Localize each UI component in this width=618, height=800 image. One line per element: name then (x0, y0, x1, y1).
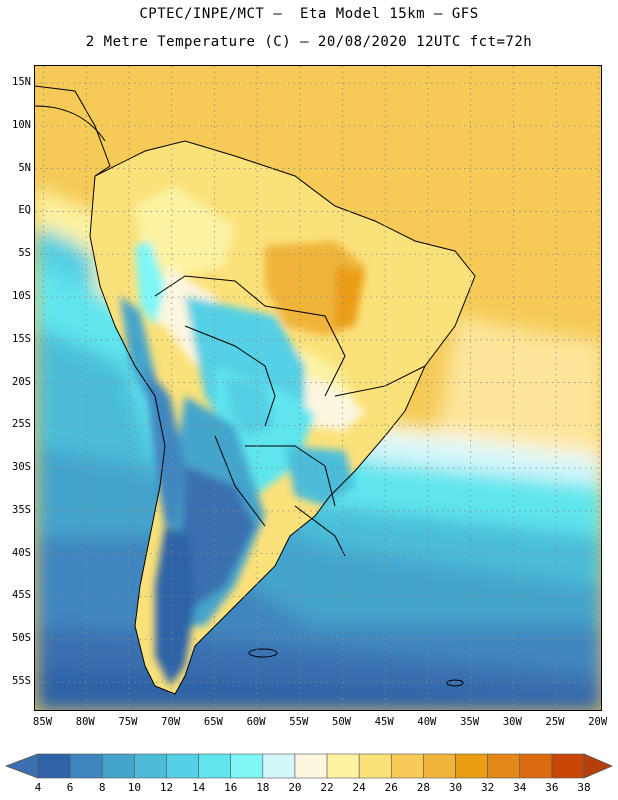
colorbar-swatch (455, 753, 488, 779)
lat-tick-label: 10N (12, 118, 31, 131)
colorbar-arrow-high (583, 753, 614, 779)
colorbar-swatch (294, 753, 328, 779)
colorbar-swatch (230, 753, 264, 779)
lon-tick-label: 65W (203, 716, 223, 728)
colorbar-tick-label: 28 (416, 781, 431, 794)
colorbar-swatch (326, 753, 360, 779)
coastline-border (35, 105, 106, 142)
colorbar-swatch (134, 753, 167, 779)
lat-tick-label: 40S (12, 546, 31, 559)
lat-tick-label: 30S (12, 461, 31, 474)
colorbar-swatch (262, 753, 296, 779)
colorbar (4, 753, 614, 779)
lon-tick-label: 80W (75, 716, 95, 728)
coastline-border (89, 140, 476, 695)
coastline-border (245, 445, 336, 507)
lat-tick-label: 15S (12, 332, 31, 345)
colorbar-swatch (101, 753, 135, 779)
coastline-border (184, 325, 276, 427)
colorbar-tick-label: 6 (66, 781, 74, 794)
lon-tick-label: 45W (374, 716, 394, 728)
lon-tick-label: 70W (161, 716, 181, 728)
title-line-1: CPTEC/INPE/MCT – Eta Model 15km – GFS (139, 6, 479, 22)
lat-tick-label: 25S (12, 418, 31, 431)
colorbar-swatch (423, 753, 456, 779)
lat-tick-label: EQ (18, 204, 31, 217)
colorbar-tick-label: 14 (191, 781, 206, 794)
colorbar-tick-label: 34 (513, 781, 527, 794)
lat-tick-label: 5N (18, 161, 31, 174)
colorbar-tick-label: 24 (352, 781, 366, 794)
lat-tick-label: 20S (12, 375, 31, 388)
lat-tick-label: 55S (12, 675, 31, 688)
lon-tick-label: 25W (545, 716, 565, 728)
colorbar-tick-label: 32 (481, 781, 495, 794)
lon-tick-label: 50W (332, 716, 351, 728)
lat-tick-label: 50S (12, 632, 31, 645)
lon-tick-label: 40W (417, 716, 437, 728)
colorbar-tick-label: 16 (224, 781, 238, 794)
lon-tick-label: 85W (33, 716, 53, 728)
coastline-border (154, 275, 266, 307)
colorbar-swatch (390, 753, 424, 779)
lat-tick-label: 35S (12, 503, 31, 516)
map-overlay (35, 66, 601, 710)
colorbar-swatch (358, 753, 392, 779)
coastline-border (35, 85, 111, 177)
lon-tick-label: 75W (118, 716, 138, 728)
colorbar-tick-label: 20 (288, 781, 302, 794)
colorbar-swatch (519, 753, 553, 779)
coastline-border (264, 305, 346, 397)
island-outline (446, 679, 464, 687)
land-temperature-field (90, 141, 475, 694)
colorbar-swatch (487, 753, 521, 779)
lat-tick-label: 15N (12, 76, 31, 89)
colorbar-tick-label: 4 (34, 781, 42, 794)
colorbar-tick-label: 26 (384, 781, 398, 794)
colorbar-arrow-low (4, 753, 39, 779)
lon-tick-label: 35W (460, 716, 480, 728)
island-outline (248, 648, 278, 658)
coastline-border (214, 435, 266, 527)
lon-tick-label: 30W (502, 716, 522, 728)
colorbar-tick-label: 12 (159, 781, 174, 794)
colorbar-tick-label: 18 (256, 781, 270, 794)
colorbar-swatch (69, 753, 103, 779)
temperature-map (35, 66, 601, 710)
colorbar-swatch (198, 753, 232, 779)
colorbar-tick-label: 10 (127, 781, 141, 794)
map-panel (34, 65, 602, 711)
colorbar-tick-label: 22 (320, 781, 334, 794)
lat-tick-label: 45S (12, 589, 31, 602)
colorbar-swatch (551, 753, 585, 779)
colorbar-tick-label: 30 (448, 781, 463, 794)
coastline-border (294, 505, 346, 557)
colorbar-swatch (37, 753, 71, 779)
lon-tick-label: 55W (289, 716, 309, 728)
lon-tick-label: 20W (588, 716, 608, 728)
colorbar-tick-label: 38 (577, 781, 591, 794)
colorbar-swatch (166, 753, 199, 779)
colorbar-tick-label: 8 (98, 781, 106, 794)
title-line-2: 2 Metre Temperature (C) – 20/08/2020 12U… (85, 34, 533, 50)
lat-tick-label: 5S (18, 247, 31, 260)
colorbar-tick-label: 36 (545, 781, 559, 794)
lat-tick-label: 10S (12, 290, 31, 303)
lon-tick-label: 60W (246, 716, 266, 728)
